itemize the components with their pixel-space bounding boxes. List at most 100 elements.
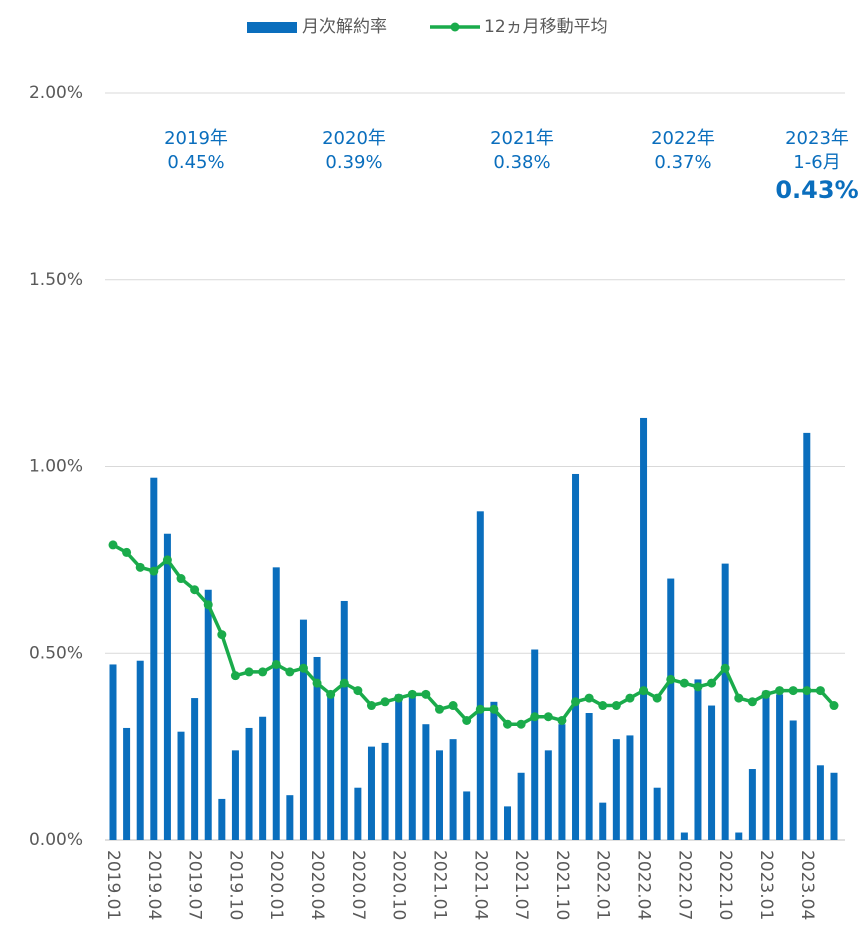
bar [272, 567, 280, 840]
bar [721, 563, 729, 840]
annotation: 0.43% [775, 176, 858, 204]
legend-swatch [450, 22, 460, 32]
x-tick-label: 2020.07 [348, 850, 368, 920]
line-point [775, 686, 785, 696]
bar [667, 578, 675, 840]
line-point [530, 712, 540, 722]
line-point [162, 555, 172, 565]
line-point [135, 562, 145, 572]
line-point [734, 693, 744, 703]
bar [422, 724, 430, 840]
bar [776, 694, 784, 840]
y-tick-label: 0.00% [29, 830, 83, 850]
bar [789, 720, 797, 840]
bar [694, 679, 702, 840]
line-point [475, 704, 485, 714]
line-point [298, 663, 308, 673]
line-point [584, 693, 594, 703]
bar [599, 802, 607, 840]
bar [408, 694, 416, 840]
x-tick-label: 2022.01 [593, 850, 613, 920]
bar [816, 765, 824, 840]
x-tick-label: 2020.01 [266, 850, 286, 920]
annotation: 2022年 [651, 128, 715, 149]
bar [463, 791, 471, 840]
bar [367, 746, 375, 840]
line-point [611, 701, 621, 711]
line-point [448, 701, 458, 711]
bar [150, 477, 158, 840]
x-tick-label: 2019.04 [144, 850, 164, 920]
bar [381, 742, 389, 840]
line-point [598, 701, 608, 711]
x-tick-label: 2021.01 [429, 850, 449, 920]
line-point [203, 600, 213, 610]
bar [286, 795, 294, 840]
line-point [366, 701, 376, 711]
bar [708, 705, 716, 840]
x-tick-label: 2019.07 [185, 850, 205, 920]
line-point [108, 540, 118, 550]
line-point [394, 693, 404, 703]
annotation: 2023年 [785, 128, 849, 149]
x-tick-label: 2023.01 [756, 850, 776, 920]
x-tick-label: 2021.07 [511, 850, 531, 920]
annotation: 2020年 [322, 128, 386, 149]
bar [803, 432, 811, 840]
line-point [326, 689, 336, 699]
line-point [761, 689, 771, 699]
bar [449, 739, 457, 840]
x-tick-label: 2021.10 [552, 850, 572, 920]
bar [177, 731, 185, 840]
line-point [625, 693, 635, 703]
legend-label: 月次解約率 [302, 17, 387, 37]
annotation: 2021年 [490, 128, 554, 149]
line-point [407, 689, 417, 699]
bar [245, 727, 253, 840]
x-tick-label: 2022.07 [674, 850, 694, 920]
line-point [543, 712, 553, 722]
bar [504, 806, 512, 840]
bar [476, 511, 484, 840]
bar [191, 698, 199, 840]
y-tick-label: 2.00% [29, 83, 83, 103]
line-point [489, 704, 499, 714]
line-point [829, 701, 839, 711]
bar [640, 417, 648, 840]
x-tick-label: 2022.10 [715, 850, 735, 920]
annotation: 0.37% [654, 152, 711, 173]
line-point [503, 719, 513, 729]
line-point [679, 678, 689, 688]
line-point [788, 686, 798, 696]
bar [626, 735, 634, 840]
x-tick-label: 2022.04 [634, 850, 654, 920]
x-tick-label: 2021.04 [470, 850, 490, 920]
y-tick-label: 1.00% [29, 457, 83, 477]
bar [680, 832, 688, 840]
bar [231, 750, 239, 840]
line-point [217, 630, 227, 640]
bar [558, 724, 566, 840]
line-point [434, 704, 444, 714]
bar [327, 690, 335, 840]
line-point [353, 686, 363, 696]
bar [435, 750, 443, 840]
line-point [176, 574, 186, 584]
line-point [380, 697, 390, 707]
bar [748, 769, 756, 840]
bar [572, 473, 580, 840]
line-point [230, 671, 240, 681]
bar [830, 772, 838, 840]
line-point [339, 678, 349, 688]
line-point [122, 547, 132, 557]
x-tick-label: 2019.01 [103, 850, 123, 920]
x-tick-label: 2020.04 [307, 850, 327, 920]
line-point [720, 663, 730, 673]
line-point [258, 667, 268, 677]
line-point [571, 697, 581, 707]
legend-swatch [247, 22, 297, 33]
bar [490, 701, 498, 840]
y-tick-label: 0.50% [29, 643, 83, 663]
bar [762, 690, 770, 840]
